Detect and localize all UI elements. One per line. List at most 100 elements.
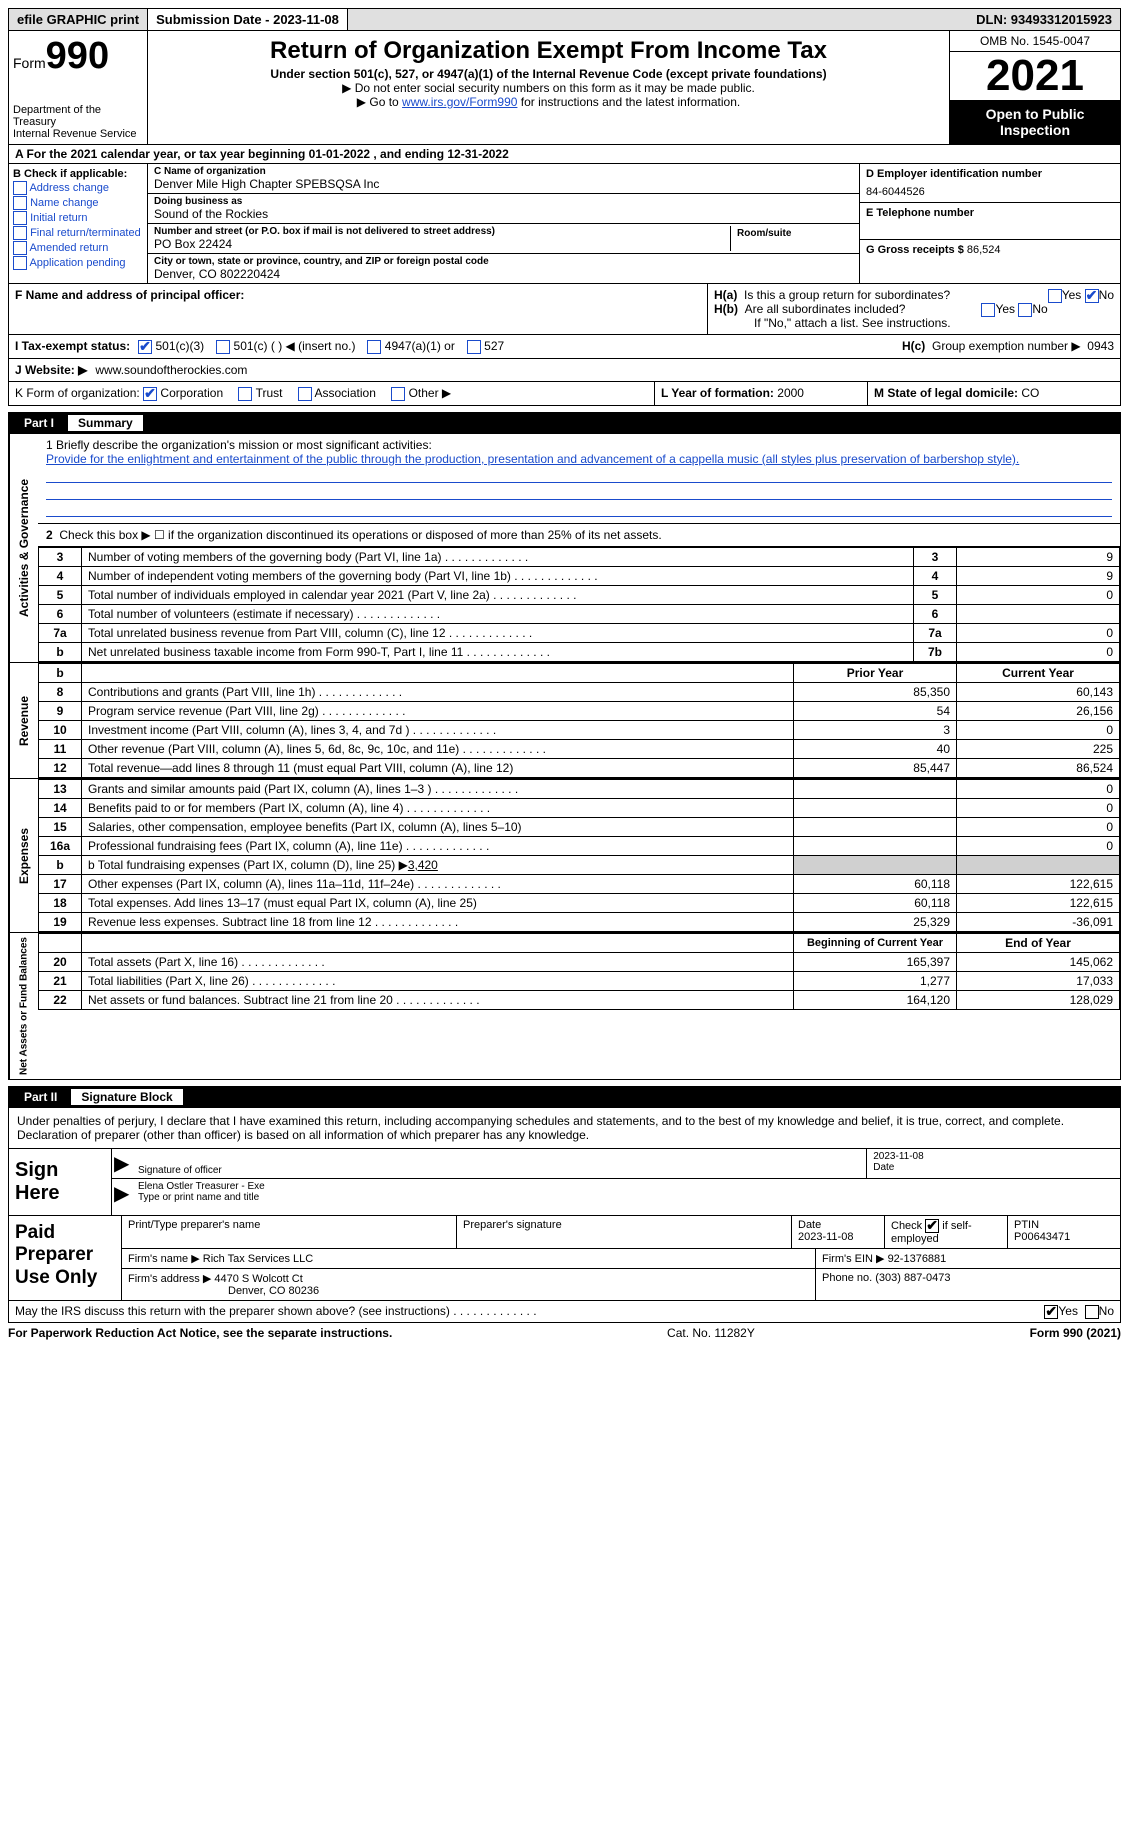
check-address-change[interactable]: Address change bbox=[13, 181, 143, 195]
table-row: 10Investment income (Part VIII, column (… bbox=[39, 720, 1120, 739]
form-title: Return of Organization Exempt From Incom… bbox=[158, 37, 939, 65]
goto-note: ▶ Go to www.irs.gov/Form990 for instruct… bbox=[158, 95, 939, 109]
page-footer: For Paperwork Reduction Act Notice, see … bbox=[8, 1323, 1121, 1343]
dba-label: Doing business as bbox=[154, 196, 853, 207]
fh-row: F Name and address of principal officer:… bbox=[8, 284, 1121, 335]
year-formation: 2000 bbox=[777, 386, 804, 400]
tax-year: 2021 bbox=[950, 52, 1120, 100]
check-527[interactable] bbox=[467, 340, 481, 354]
check-amended-return[interactable]: Amended return bbox=[13, 241, 143, 255]
line2-discontinued: Check this box ▶ ☐ if the organization d… bbox=[59, 528, 661, 542]
hb-yes[interactable] bbox=[981, 303, 995, 317]
row-i-tax-exempt: I Tax-exempt status: 501(c)(3) 501(c) ( … bbox=[8, 335, 1121, 359]
state-domicile: CO bbox=[1021, 386, 1039, 400]
org-info-grid: B Check if applicable: Address change Na… bbox=[8, 164, 1121, 284]
form-header: Form990 Department of the Treasury Inter… bbox=[8, 31, 1121, 145]
discuss-no[interactable] bbox=[1085, 1305, 1099, 1319]
check-4947[interactable] bbox=[367, 340, 381, 354]
check-initial-return[interactable]: Initial return bbox=[13, 211, 143, 225]
table-row: 8Contributions and grants (Part VIII, li… bbox=[39, 682, 1120, 701]
table-row: 14Benefits paid to or for members (Part … bbox=[39, 798, 1120, 817]
check-name-change[interactable]: Name change bbox=[13, 196, 143, 210]
vlabel-expenses: Expenses bbox=[9, 779, 38, 932]
ha-yes[interactable] bbox=[1048, 289, 1062, 303]
top-bar: efile GRAPHIC print Submission Date - 20… bbox=[8, 8, 1121, 31]
check-other[interactable] bbox=[391, 387, 405, 401]
table-row: 6Total number of volunteers (estimate if… bbox=[39, 604, 1120, 623]
check-501c[interactable] bbox=[216, 340, 230, 354]
gross-receipts-label: G Gross receipts $ bbox=[866, 244, 964, 256]
gross-receipts-value: 86,524 bbox=[967, 244, 1001, 256]
table-row: 16aProfessional fundraising fees (Part I… bbox=[39, 836, 1120, 855]
check-association[interactable] bbox=[298, 387, 312, 401]
city-value: Denver, CO 802220424 bbox=[154, 267, 853, 281]
prep-date: 2023-11-08 bbox=[798, 1231, 878, 1243]
paid-preparer-block: Paid Preparer Use Only Print/Type prepar… bbox=[8, 1216, 1121, 1301]
self-employed-check[interactable]: Check if self-employed bbox=[885, 1216, 1008, 1248]
public-inspection: Open to Public Inspection bbox=[950, 100, 1120, 144]
check-application-pending[interactable]: Application pending bbox=[13, 256, 143, 270]
expenses-table: 13Grants and similar amounts paid (Part … bbox=[38, 779, 1120, 932]
group-exemption-number: 0943 bbox=[1087, 339, 1114, 353]
arrow-icon: ▶ bbox=[112, 1149, 132, 1178]
firm-phone: (303) 887-0473 bbox=[875, 1272, 950, 1284]
org-name: Denver Mile High Chapter SPEBSQSA Inc bbox=[154, 177, 853, 191]
table-row: 17Other expenses (Part IX, column (A), l… bbox=[39, 874, 1120, 893]
principal-officer-label: F Name and address of principal officer: bbox=[15, 288, 701, 302]
discuss-yes[interactable] bbox=[1044, 1305, 1058, 1319]
ein-value: 84-6044526 bbox=[866, 180, 1114, 198]
sign-here-block: Sign Here ▶ Signature of officer 2023-11… bbox=[8, 1149, 1121, 1216]
form-id-footer: Form 990 (2021) bbox=[1030, 1326, 1121, 1340]
paid-preparer-label: Paid Preparer Use Only bbox=[9, 1216, 122, 1300]
submission-date: Submission Date - 2023-11-08 bbox=[148, 9, 348, 30]
part1-body: Activities & Governance 1 Briefly descri… bbox=[8, 434, 1121, 1080]
table-row: 19Revenue less expenses. Subtract line 1… bbox=[39, 912, 1120, 931]
paperwork-notice: For Paperwork Reduction Act Notice, see … bbox=[8, 1326, 392, 1340]
ha-text: Is this a group return for subordinates? bbox=[744, 288, 950, 302]
table-row: 4Number of independent voting members of… bbox=[39, 566, 1120, 585]
check-final-return[interactable]: Final return/terminated bbox=[13, 226, 143, 240]
table-row: bb Total fundraising expenses (Part IX, … bbox=[39, 855, 1120, 874]
table-row: 9Program service revenue (Part VIII, lin… bbox=[39, 701, 1120, 720]
check-corporation[interactable] bbox=[143, 387, 157, 401]
col-b-checkboxes: B Check if applicable: Address change Na… bbox=[9, 164, 148, 283]
omb-number: OMB No. 1545-0047 bbox=[950, 31, 1120, 52]
dba-value: Sound of the Rockies bbox=[154, 207, 853, 221]
part2-header: Part II Signature Block bbox=[8, 1086, 1121, 1108]
col-c-org-name: C Name of organization Denver Mile High … bbox=[148, 164, 859, 283]
org-name-label: C Name of organization bbox=[154, 166, 853, 177]
hb-no[interactable] bbox=[1018, 303, 1032, 317]
form-number: 990 bbox=[46, 35, 109, 77]
row-j-website: J Website: ▶ www.soundoftherockies.com bbox=[8, 359, 1121, 382]
table-row: 13Grants and similar amounts paid (Part … bbox=[39, 779, 1120, 798]
revenue-table: bPrior YearCurrent Year 8Contributions a… bbox=[38, 663, 1120, 778]
vlabel-governance: Activities & Governance bbox=[9, 434, 38, 662]
room-label: Room/suite bbox=[737, 228, 847, 239]
irs-label: Internal Revenue Service bbox=[13, 128, 143, 140]
street-value: PO Box 22424 bbox=[154, 237, 730, 251]
firm-address1: 4470 S Wolcott Ct bbox=[214, 1273, 302, 1285]
table-row: 11Other revenue (Part VIII, column (A), … bbox=[39, 739, 1120, 758]
ha-no[interactable] bbox=[1085, 289, 1099, 303]
table-row: bNet unrelated business taxable income f… bbox=[39, 642, 1120, 661]
col-d-ein: D Employer identification number 84-6044… bbox=[859, 164, 1120, 283]
irs-link[interactable]: www.irs.gov/Form990 bbox=[402, 95, 517, 109]
vlabel-netassets: Net Assets or Fund Balances bbox=[9, 933, 38, 1079]
table-row: 12Total revenue—add lines 8 through 11 (… bbox=[39, 758, 1120, 777]
table-row: 22Net assets or fund balances. Subtract … bbox=[39, 990, 1120, 1009]
cat-number: Cat. No. 11282Y bbox=[392, 1326, 1029, 1340]
dln-number: DLN: 93493312015923 bbox=[968, 9, 1120, 30]
check-trust[interactable] bbox=[238, 387, 252, 401]
row-klm: K Form of organization: Corporation Trus… bbox=[8, 382, 1121, 406]
arrow-icon: ▶ bbox=[112, 1179, 132, 1208]
check-501c3[interactable] bbox=[138, 340, 152, 354]
form-word: Form bbox=[13, 55, 46, 71]
dept-treasury: Department of the Treasury bbox=[13, 104, 143, 128]
sign-here-label: Sign Here bbox=[9, 1149, 112, 1215]
website-value: www.soundoftherockies.com bbox=[95, 363, 247, 377]
mission-block: 1 Briefly describe the organization's mi… bbox=[38, 434, 1120, 524]
form-subtitle: Under section 501(c), 527, or 4947(a)(1)… bbox=[158, 67, 939, 81]
sig-date: 2023-11-08 bbox=[873, 1151, 1114, 1162]
irs-discuss-row: May the IRS discuss this return with the… bbox=[8, 1301, 1121, 1323]
table-row: 7aTotal unrelated business revenue from … bbox=[39, 623, 1120, 642]
